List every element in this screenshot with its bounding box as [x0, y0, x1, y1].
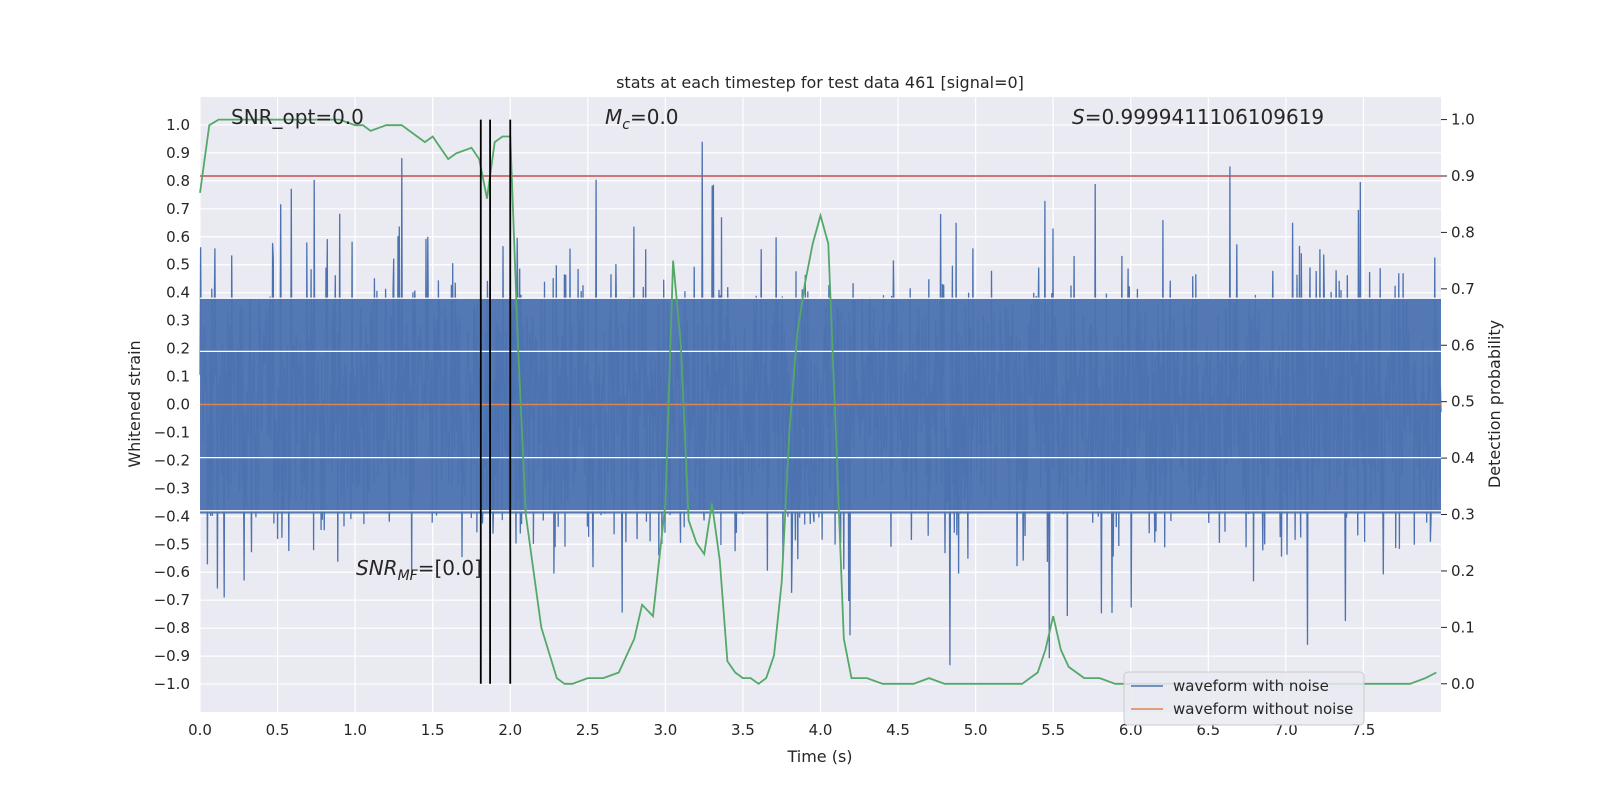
annotation-snr-mf: SNRMF=[0.0]: [356, 556, 482, 584]
x-tick-label: 3.5: [731, 721, 755, 739]
x-tick-label: 2.5: [576, 721, 600, 739]
vertical-markers: [479, 119, 512, 684]
y2-tick-label: 0.4: [1451, 449, 1475, 467]
x-tick-label: 0.5: [266, 721, 290, 739]
mc-subscript: c: [622, 117, 630, 133]
y-axis-label: Whitened strain: [125, 340, 144, 467]
y-tick-label: −0.7: [154, 591, 190, 609]
y-tick-label: 0.6: [166, 228, 190, 246]
x-axis-label: Time (s): [786, 747, 852, 766]
y2-tick-label: 0.6: [1451, 336, 1475, 354]
y-tick-label: −0.5: [154, 535, 190, 553]
y-tick-label: 0.9: [166, 144, 190, 162]
x-tick-label: 5.0: [964, 721, 988, 739]
y-tick-label: 0.2: [166, 340, 190, 358]
x-ticks: 0.0 0.5 1.0 1.5 2.0 2.5 3.0 3.5 4.0 4.5 5.0 5.5 6.0 6…: [188, 721, 1375, 739]
series-detection-probability: [199, 118, 1437, 685]
y2-tick-label: 0.8: [1451, 223, 1475, 241]
legend-label-clean: waveform without noise: [1173, 700, 1353, 718]
y-tick-label: −0.4: [154, 507, 190, 525]
y-tick-label: 0.5: [166, 256, 190, 274]
y2-axis-label: Detection probability: [1485, 320, 1504, 488]
y-tick-label: 0.8: [166, 172, 190, 190]
y-tick-label: −0.6: [154, 563, 190, 581]
y2-tick-label: 0.1: [1451, 618, 1475, 636]
y2-ticks: 1.0 0.9 0.8 0.7 0.6 0.5 0.4 0.3 0.2 0.1 0.0: [1441, 111, 1475, 693]
y-tick-label: 0.4: [166, 284, 190, 302]
y2-tick-label: 0.0: [1451, 675, 1475, 693]
y-tick-label: −1.0: [154, 675, 190, 693]
y2-tick-label: 1.0: [1451, 111, 1475, 129]
x-tick-label: 3.0: [653, 721, 677, 739]
legend: waveform with noise waveform without noi…: [1123, 671, 1365, 726]
s-value: =0.9999411106109619: [1085, 105, 1324, 129]
x-tick-label: 5.5: [1041, 721, 1065, 739]
noise-band: [200, 298, 1441, 514]
y-tick-label: −0.9: [154, 647, 190, 665]
y-tick-label: −0.3: [154, 479, 190, 497]
y-tick-label: −0.1: [154, 423, 190, 441]
snr-mf-symbol: SNR: [356, 556, 398, 580]
y2-tick-label: 0.7: [1451, 280, 1475, 298]
y2-tick-label: 0.9: [1451, 167, 1475, 185]
x-tick-label: 4.5: [886, 721, 910, 739]
y-tick-label: 0.0: [166, 396, 190, 414]
y2-tick-label: 0.3: [1451, 506, 1475, 524]
y-tick-label: −0.2: [154, 451, 190, 469]
legend-label-noise: waveform with noise: [1173, 677, 1329, 695]
mc-value: =0.0: [630, 105, 679, 129]
mc-symbol: M: [605, 105, 622, 129]
annotation-s: S=0.9999411106109619: [1072, 105, 1324, 129]
x-tick-label: 2.0: [498, 721, 522, 739]
annotation-snr-opt: SNR_opt=0.0: [231, 105, 364, 129]
x-tick-label: 0.0: [188, 721, 212, 739]
y-tick-label: 0.3: [166, 312, 190, 330]
snr-mf-subscript: MF: [398, 568, 419, 584]
series-waveform-with-noise: [199, 141, 1442, 666]
y-tick-label: 0.7: [166, 200, 190, 218]
chart-title: stats at each timestep for test data 461…: [616, 73, 1024, 92]
x-tick-label: 1.5: [421, 721, 445, 739]
x-tick-label: 4.0: [809, 721, 833, 739]
y2-tick-label: 0.2: [1451, 562, 1475, 580]
y-ticks: 1.0 0.9 0.8 0.7 0.6 0.5 0.4 0.3 0.2 0.1 0.0 −0.1 −0.…: [154, 116, 190, 693]
legend-box: [1123, 671, 1365, 726]
s-symbol: S: [1072, 105, 1085, 129]
probability-trace: [199, 118, 1437, 685]
x-tick-label: 1.0: [343, 721, 367, 739]
y-tick-label: 0.1: [166, 368, 190, 386]
snr-mf-value: =[0.0]: [418, 556, 482, 580]
y2-tick-label: 0.5: [1451, 393, 1475, 411]
y-tick-label: −0.8: [154, 619, 190, 637]
y-tick-label: 1.0: [166, 116, 190, 134]
annotation-mc: Mc=0.0: [605, 105, 679, 133]
